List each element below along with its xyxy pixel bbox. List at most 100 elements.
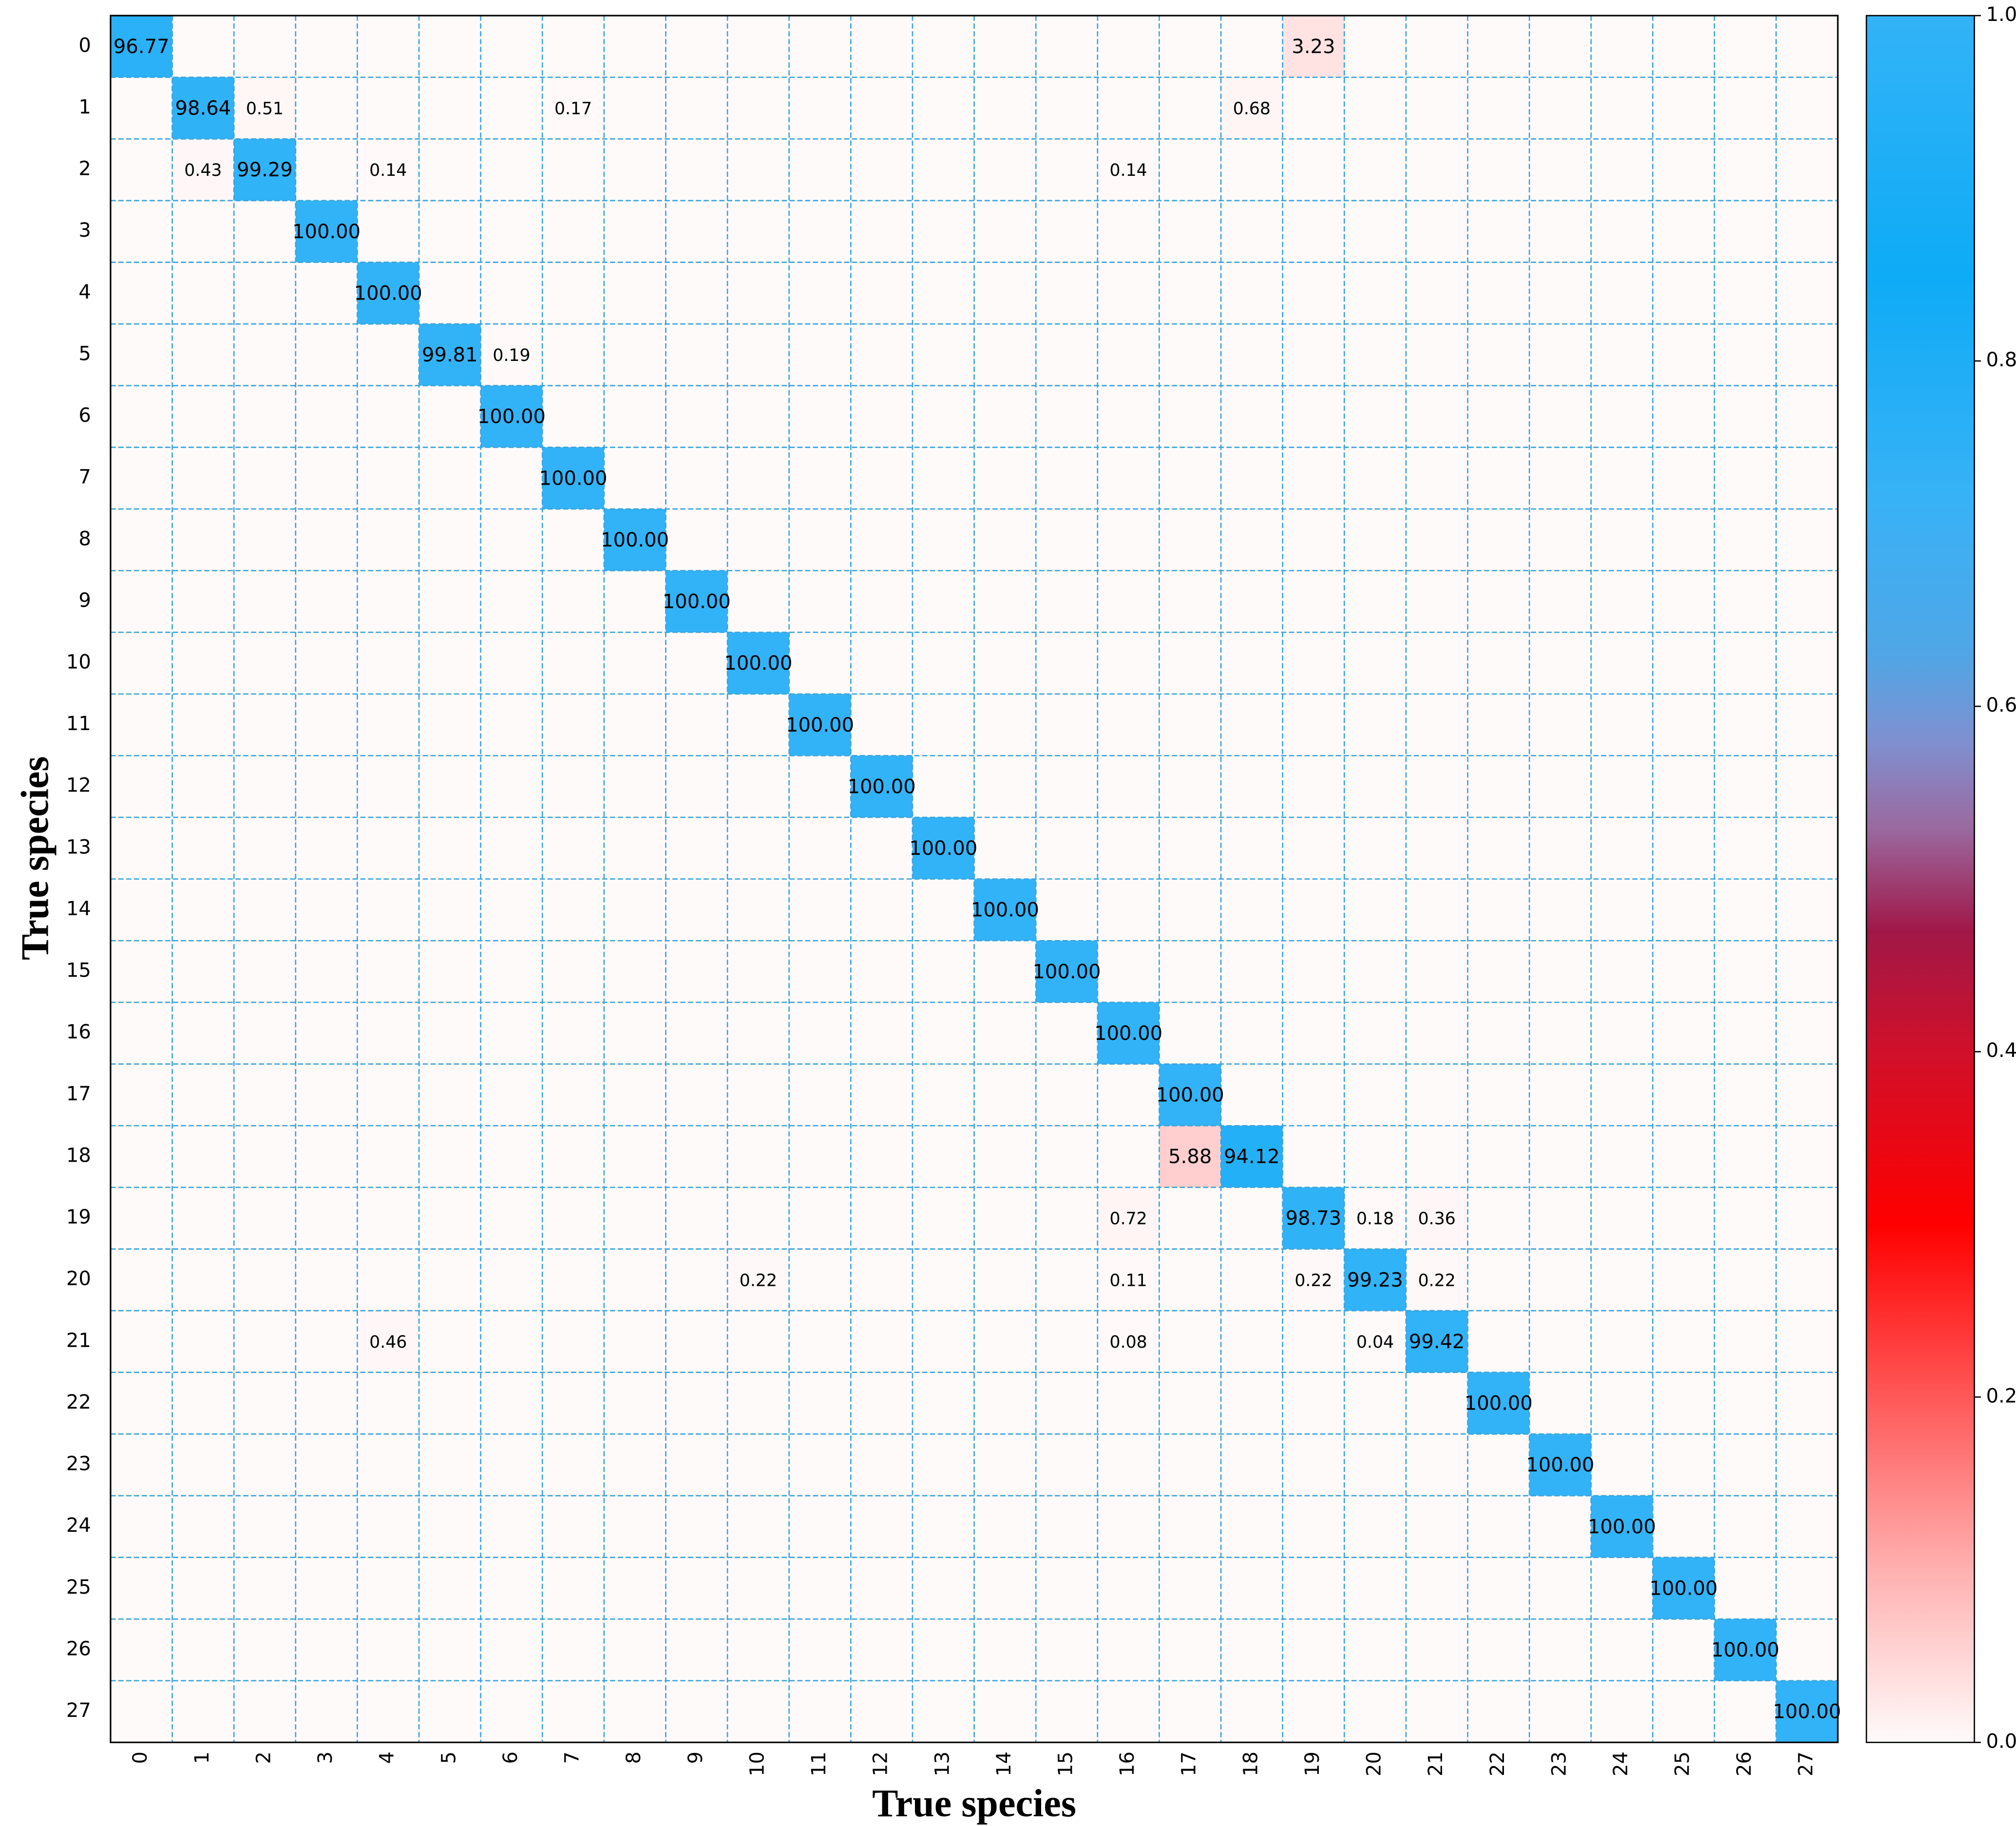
heatmap-cell — [110, 632, 173, 695]
heatmap-cell — [727, 1187, 790, 1250]
heatmap-cell — [295, 1002, 358, 1065]
heatmap-cell — [1097, 1619, 1160, 1681]
heatmap-cell — [1036, 1311, 1098, 1373]
heatmap-cell — [1653, 200, 1715, 263]
heatmap-cell — [1344, 1557, 1407, 1619]
heatmap-cell — [1467, 1434, 1530, 1496]
heatmap-cell — [789, 1557, 852, 1619]
heatmap-cell — [912, 200, 975, 263]
heatmap-cell — [1097, 1311, 1160, 1373]
heatmap-cell — [1467, 1557, 1530, 1619]
heatmap-cell — [1776, 324, 1839, 386]
heatmap-cell — [1591, 508, 1654, 571]
heatmap-cell — [666, 755, 728, 818]
heatmap-cell — [480, 508, 543, 571]
heatmap-cell — [1159, 1249, 1221, 1311]
heatmap-cell — [1529, 139, 1592, 201]
heatmap-cell — [789, 1372, 852, 1435]
heatmap-cell — [110, 1495, 173, 1558]
heatmap-cell — [1097, 1680, 1160, 1743]
heatmap-cell — [666, 16, 728, 78]
heatmap-cell — [666, 324, 728, 386]
heatmap-cell — [1097, 139, 1160, 201]
heatmap-cell — [1159, 139, 1221, 201]
heatmap-cell — [666, 1311, 728, 1373]
heatmap-cell — [110, 570, 173, 633]
heatmap-cell — [912, 879, 975, 941]
heatmap-cell — [295, 941, 358, 1003]
heatmap-cell — [480, 1372, 543, 1435]
heatmap-cell — [1221, 632, 1283, 695]
heatmap-cell — [974, 1249, 1037, 1311]
heatmap-cell — [1159, 1311, 1221, 1373]
heatmap-cell — [1344, 1680, 1407, 1743]
heatmap-cell — [1653, 1311, 1715, 1373]
heatmap-cell — [851, 570, 913, 633]
heatmap-cell — [1282, 262, 1345, 324]
heatmap-cell — [1159, 1495, 1221, 1558]
heatmap-cell — [604, 16, 666, 78]
heatmap-cell — [789, 508, 852, 571]
heatmap-cell — [1406, 1434, 1468, 1496]
heatmap-cell — [357, 385, 419, 448]
heatmap-cell — [974, 570, 1037, 633]
heatmap-cell — [851, 16, 913, 78]
heatmap-cell — [1159, 77, 1221, 140]
heatmap-cell — [604, 632, 666, 695]
x-tick-label: 18 — [1239, 1751, 1262, 1776]
heatmap-cell — [974, 1187, 1037, 1250]
heatmap-cell — [1282, 1002, 1345, 1065]
heatmap-cell — [1776, 1372, 1839, 1435]
heatmap-cell — [974, 385, 1037, 448]
heatmap-cell — [357, 1002, 419, 1065]
heatmap-cell — [912, 447, 975, 509]
heatmap-cell — [789, 879, 852, 941]
heatmap-cell — [1653, 1002, 1715, 1065]
heatmap-cell — [1159, 632, 1221, 695]
heatmap-cell — [1221, 1064, 1283, 1126]
heatmap-cell — [851, 941, 913, 1003]
heatmap-cell — [234, 324, 296, 386]
heatmap-cell — [1714, 1126, 1777, 1188]
heatmap-cell — [1159, 1372, 1221, 1435]
heatmap-cell — [1714, 755, 1777, 818]
heatmap-cell — [912, 1619, 975, 1681]
cell-label: 100.00 — [354, 282, 422, 304]
heatmap-cell — [1344, 16, 1407, 78]
heatmap-cell — [234, 200, 296, 263]
heatmap-cell — [295, 139, 358, 201]
heatmap-cell — [1344, 817, 1407, 880]
heatmap-cell — [295, 1434, 358, 1496]
heatmap-cell — [912, 941, 975, 1003]
x-tick-label: 5 — [437, 1751, 460, 1764]
heatmap-cell — [419, 1249, 481, 1311]
heatmap-cell — [1529, 1495, 1592, 1558]
heatmap-cell — [727, 1495, 790, 1558]
cell-label: 0.17 — [554, 99, 592, 119]
heatmap-cell — [1714, 1495, 1777, 1558]
heatmap-cell — [172, 447, 234, 509]
heatmap-cell — [295, 508, 358, 571]
heatmap-cell — [1282, 817, 1345, 880]
heatmap-cell — [1714, 1002, 1777, 1065]
heatmap-cell — [1036, 1002, 1098, 1065]
heatmap-cell — [1221, 1002, 1283, 1065]
heatmap-cell — [1529, 1064, 1592, 1126]
heatmap-cell — [1221, 447, 1283, 509]
heatmap-cell — [1097, 1064, 1160, 1126]
heatmap-cell — [1529, 570, 1592, 633]
heatmap-cell — [974, 1495, 1037, 1558]
heatmap-cell — [912, 1495, 975, 1558]
heatmap-cell — [480, 1495, 543, 1558]
heatmap-cell — [851, 1434, 913, 1496]
heatmap-cell — [789, 1187, 852, 1250]
heatmap-cell — [974, 941, 1037, 1003]
heatmap-cell — [1097, 570, 1160, 633]
heatmap-cell — [1282, 1619, 1345, 1681]
heatmap-cell — [1344, 1187, 1407, 1250]
heatmap-cell — [1776, 508, 1839, 571]
heatmap-cell — [1344, 1619, 1407, 1681]
heatmap-cell — [1221, 1311, 1283, 1373]
heatmap-cell — [1344, 1126, 1407, 1188]
heatmap-cell — [1529, 879, 1592, 941]
